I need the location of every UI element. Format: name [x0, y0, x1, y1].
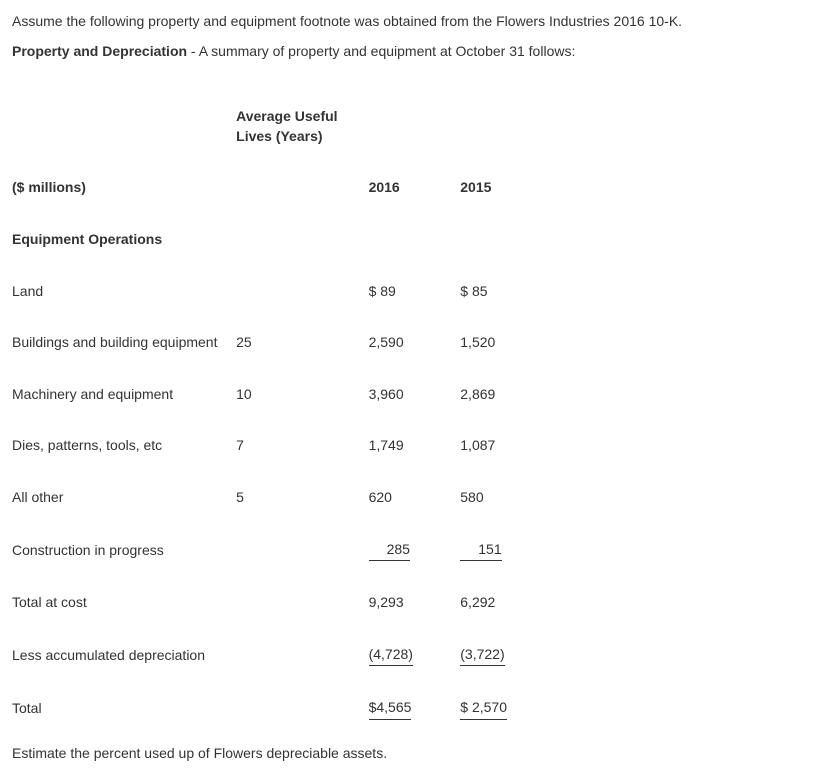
- row-desc: Less accumulated depreciation: [12, 629, 236, 683]
- table-row: Dies, patterns, tools, etc 7 1,749 1,087: [12, 420, 552, 472]
- row-y2: 6,292: [460, 577, 552, 629]
- table-row-section: Equipment Operations: [12, 214, 552, 266]
- table-row: Total $4,565 $ 2,570: [12, 682, 552, 736]
- section-title-bold: Property and Depreciation: [12, 43, 187, 59]
- row-desc: All other: [12, 472, 236, 524]
- row-y2: 151: [460, 524, 552, 578]
- col-header-y1: 2016: [369, 162, 461, 214]
- row-y1: 3,960: [369, 369, 461, 421]
- row-y1: 620: [369, 472, 461, 524]
- row-life: [236, 682, 368, 736]
- row-y1: (4,728): [369, 629, 461, 683]
- col-header-y2: 2015: [460, 162, 552, 214]
- property-equipment-table: Average Useful Lives (Years) ($ millions…: [12, 91, 552, 736]
- row-y2: $ 2,570: [460, 682, 552, 736]
- row-life: [236, 266, 368, 318]
- row-life: 25: [236, 317, 368, 369]
- row-life: [236, 629, 368, 683]
- table-row: Construction in progress 285 151: [12, 524, 552, 578]
- row-desc: Buildings and building equipment: [12, 317, 236, 369]
- row-y1: $ 89: [369, 266, 461, 318]
- row-life: 10: [236, 369, 368, 421]
- table-row: Less accumulated depreciation (4,728) (3…: [12, 629, 552, 683]
- row-life: 7: [236, 420, 368, 472]
- row-y1: $4,565: [369, 682, 461, 736]
- row-desc: Dies, patterns, tools, etc: [12, 420, 236, 472]
- table-row: Total at cost 9,293 6,292: [12, 577, 552, 629]
- row-y1: 285: [369, 524, 461, 578]
- row-desc: Machinery and equipment: [12, 369, 236, 421]
- section-header-cell: Equipment Operations: [12, 214, 236, 266]
- table-header-row: Average Useful Lives (Years): [12, 91, 552, 162]
- col-header-desc: ($ millions): [12, 162, 236, 214]
- table-row: Buildings and building equipment 25 2,59…: [12, 317, 552, 369]
- row-y1: 1,749: [369, 420, 461, 472]
- table-row: Machinery and equipment 10 3,960 2,869: [12, 369, 552, 421]
- row-y2: 1,520: [460, 317, 552, 369]
- row-life: [236, 524, 368, 578]
- row-y2: (3,722): [460, 629, 552, 683]
- row-y2: 580: [460, 472, 552, 524]
- intro-text: Assume the following property and equipm…: [12, 12, 814, 32]
- row-y1: 2,590: [369, 317, 461, 369]
- row-life: [236, 577, 368, 629]
- row-desc: Total at cost: [12, 577, 236, 629]
- row-y2: $ 85: [460, 266, 552, 318]
- row-life: 5: [236, 472, 368, 524]
- row-y2: 1,087: [460, 420, 552, 472]
- row-desc: Total: [12, 682, 236, 736]
- row-y2: 2,869: [460, 369, 552, 421]
- question-text: Estimate the percent used up of Flowers …: [12, 744, 814, 764]
- row-desc: Construction in progress: [12, 524, 236, 578]
- row-desc: Land: [12, 266, 236, 318]
- row-y1: 9,293: [369, 577, 461, 629]
- table-header-row2: ($ millions) 2016 2015: [12, 162, 552, 214]
- table-row: All other 5 620 580: [12, 472, 552, 524]
- section-title: Property and Depreciation - A summary of…: [12, 42, 814, 62]
- col-header-life: Average Useful Lives (Years): [236, 91, 368, 162]
- section-title-rest: - A summary of property and equipment at…: [187, 43, 575, 59]
- table-row: Land $ 89 $ 85: [12, 266, 552, 318]
